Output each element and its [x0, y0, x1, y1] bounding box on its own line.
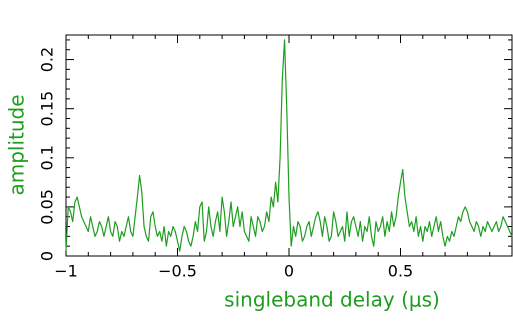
x-tick-label: −0.5 [158, 262, 197, 281]
y-tick-label: 0 [38, 251, 57, 261]
x-tick-label: 0.5 [388, 262, 413, 281]
y-axis-label: amplitude [5, 94, 29, 195]
x-tick-label: 0 [284, 262, 294, 281]
plot-frame [65, 34, 513, 257]
x-tick-label: −1 [54, 262, 78, 281]
y-tick-label: 0.2 [38, 47, 57, 72]
y-tick-label: 0.1 [38, 145, 57, 170]
data-line [65, 39, 513, 252]
x-axis-label: singleband delay (μs) [224, 288, 440, 312]
y-tick-label: 0.15 [38, 91, 57, 127]
y-tick-label: 0.05 [38, 189, 57, 225]
